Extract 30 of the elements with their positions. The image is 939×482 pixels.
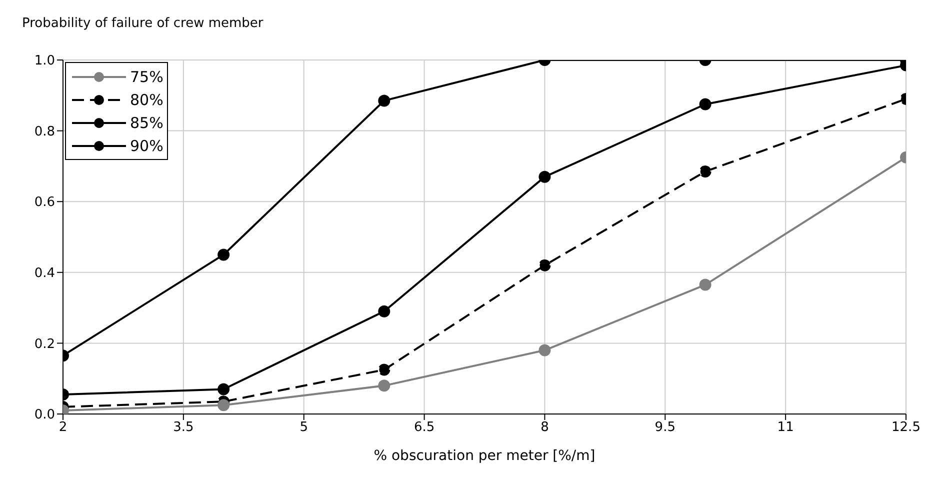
x-tick-label: 6.5 (414, 420, 435, 436)
y-tick-label: 0.8 (34, 124, 55, 140)
point (538, 259, 551, 272)
x-tick-label: 3.5 (173, 420, 194, 436)
y-tick-label: 1.0 (34, 54, 55, 69)
point (538, 344, 551, 356)
point (378, 380, 390, 392)
x-tick-label: 2 (58, 420, 68, 436)
x-axis-title: % obscuration per meter [%/m] (374, 448, 596, 464)
legend-label: 80% (130, 90, 164, 108)
point (699, 278, 712, 291)
y-tick-label: 0.0 (34, 408, 55, 423)
point (699, 98, 712, 110)
x-tick-label: 11 (777, 420, 794, 436)
point (378, 305, 390, 318)
y-tick-label: 0.2 (34, 336, 55, 352)
legend-label: 90% (130, 136, 164, 154)
point (538, 170, 551, 183)
x-tick-label: 9.5 (654, 420, 676, 436)
legend-label: 75% (130, 68, 164, 86)
point (699, 166, 712, 178)
x-tick-label: 8 (540, 420, 549, 436)
legend-label: 85% (130, 114, 164, 132)
y-axis-title: Probability of failure of crew member (22, 16, 264, 31)
point (378, 94, 390, 107)
y-tick-label: 0.4 (34, 266, 55, 282)
y-tick-label: 0.6 (34, 195, 55, 210)
x-tick-label: 5 (300, 420, 308, 436)
x-tick-label: 12.5 (892, 420, 920, 436)
point (378, 364, 390, 376)
